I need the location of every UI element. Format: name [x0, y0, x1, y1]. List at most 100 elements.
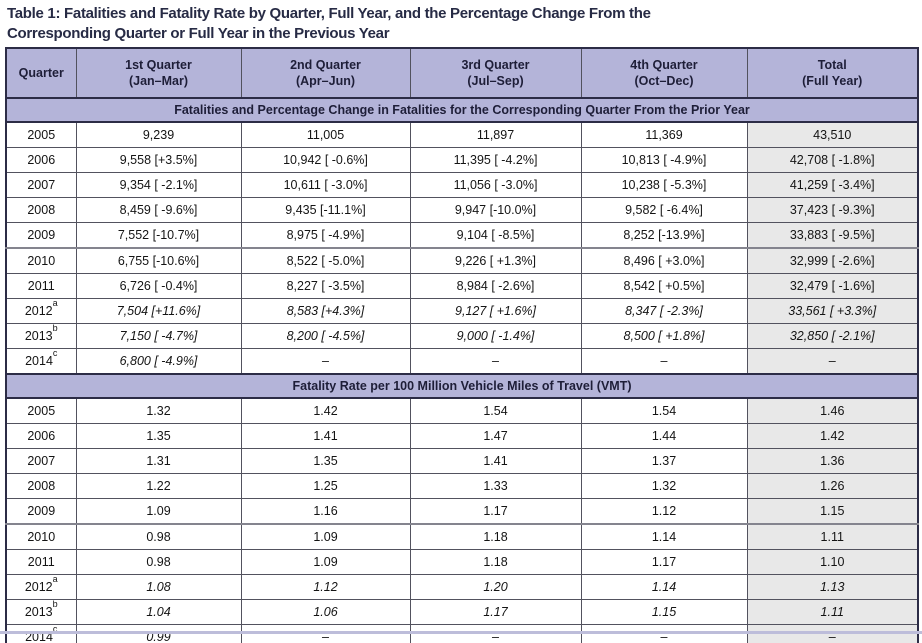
data-cell: 10,942 [ -0.6%] [240, 147, 411, 173]
year-cell: 2008 [5, 473, 77, 499]
data-cell: 42,708 [ -1.8%] [746, 147, 919, 173]
table-title: Table 1: Fatalities and Fatality Rate by… [0, 0, 922, 44]
data-cell: 9,000 [ -1.4%] [409, 323, 582, 349]
year-label: 2010 [27, 254, 56, 268]
data-cell: 9,239 [75, 121, 242, 148]
data-cell: 7,150 [ -4.7%] [75, 323, 242, 349]
data-cell: 1.17 [409, 599, 582, 625]
data-cell: 1.36 [746, 448, 919, 474]
data-cell: 9,354 [ -2.1%] [75, 172, 242, 198]
year-superscript: a [52, 574, 58, 584]
data-cell: 9,127 [ +1.6%] [409, 298, 582, 324]
year-cell: 2010 [5, 247, 77, 274]
data-cell: 1.22 [75, 473, 242, 499]
year-superscript: b [52, 323, 58, 333]
section-band-row: Fatalities and Percentage Change in Fata… [5, 97, 919, 123]
section-band-row: Fatality Rate per 100 Million Vehicle Mi… [5, 373, 919, 399]
data-cell: – [746, 348, 919, 375]
column-header-q2: 2nd Quarter (Apr–Jun) [240, 47, 411, 99]
table-row-2012: 2012a 1.08 1.12 1.20 1.14 1.13 [5, 574, 919, 600]
data-cell: 1.13 [746, 574, 919, 600]
data-cell: 1.10 [746, 549, 919, 575]
data-cell: 1.14 [580, 574, 748, 600]
section-band-label: Fatalities and Percentage Change in Fata… [5, 97, 919, 123]
year-cell: 2006 [5, 423, 77, 449]
year-superscript: b [52, 599, 58, 609]
data-cell: 11,395 [ -4.2%] [409, 147, 582, 173]
year-label: 2005 [27, 128, 56, 142]
year-cell: 2011 [5, 273, 77, 299]
data-cell: 11,005 [240, 121, 411, 148]
year-label: 2005 [27, 404, 56, 418]
data-cell: 1.04 [75, 599, 242, 625]
column-header-sublabel: (Jul–Sep) [467, 74, 524, 88]
data-cell: 7,504 [+11.6%] [75, 298, 242, 324]
table-row-2014: 2014c 6,800 [ -4.9%] – – – – [5, 348, 919, 375]
data-cell: 1.46 [746, 397, 919, 424]
year-label: 2011 [27, 279, 55, 293]
data-cell: 1.16 [240, 498, 411, 525]
column-header-sublabel: (Oct–Dec) [634, 74, 694, 88]
year-label: 2007 [27, 454, 56, 468]
year-cell: 2005 [5, 397, 77, 424]
year-superscript: c [52, 624, 58, 634]
bottom-divider-rule [0, 631, 922, 634]
data-cell: 8,459 [ -9.6%] [75, 197, 242, 223]
column-header-total: Total (Full Year) [746, 47, 919, 99]
data-cell: 1.09 [240, 523, 411, 550]
table-row-2008: 2008 8,459 [ -9.6%] 9,435 [-11.1%] 9,947 [-… [5, 197, 919, 223]
column-header-label: 2nd Quarter [290, 58, 361, 72]
data-cell: 8,496 [ +3.0%] [580, 247, 748, 274]
table-row-2011: 2011 0.98 1.09 1.18 1.17 1.10 [5, 549, 919, 575]
table-title-line1: Table 1: Fatalities and Fatality Rate by… [7, 5, 651, 22]
year-label: 2013 [24, 329, 53, 343]
year-cell: 2007 [5, 172, 77, 198]
data-cell: 1.32 [75, 397, 242, 424]
column-header-label: 1st Quarter [125, 58, 192, 72]
data-cell: 1.54 [409, 397, 582, 424]
year-cell: 2007 [5, 448, 77, 474]
column-header-label: Total [817, 58, 847, 72]
data-cell: 8,500 [ +1.8%] [580, 323, 748, 349]
table-row-2006: 2006 1.35 1.41 1.47 1.44 1.42 [5, 423, 919, 449]
data-cell: 8,227 [ -3.5%] [240, 273, 411, 299]
table-row-2013: 2013b 7,150 [ -4.7%] 8,200 [ -4.5%] 9,000 [… [5, 323, 919, 349]
year-cell: 2009 [5, 222, 77, 249]
table-row-2009: 2009 7,552 [-10.7%] 8,975 [ -4.9%] 9,104 [ … [5, 222, 919, 249]
data-cell: 43,510 [746, 121, 919, 148]
data-cell: 1.11 [746, 599, 919, 625]
year-label: 2007 [27, 178, 56, 192]
data-cell: 11,056 [ -3.0%] [409, 172, 582, 198]
data-cell: 1.41 [409, 448, 582, 474]
year-superscript: a [52, 298, 58, 308]
fatalities-table: Quarter 1st Quarter (Jan–Mar) 2nd Quarte… [5, 47, 919, 643]
column-header-quarter: Quarter [5, 47, 77, 99]
data-cell: 1.31 [75, 448, 242, 474]
year-cell: 2006 [5, 147, 77, 173]
data-cell: 1.15 [580, 599, 748, 625]
data-cell: 1.54 [580, 397, 748, 424]
year-cell: 2008 [5, 197, 77, 223]
year-cell: 2013b [5, 599, 77, 625]
data-cell: 1.17 [580, 549, 748, 575]
column-header-q1: 1st Quarter (Jan–Mar) [75, 47, 242, 99]
data-cell: 1.37 [580, 448, 748, 474]
year-cell: 2012a [5, 298, 77, 324]
column-header-sublabel: (Apr–Jun) [295, 74, 356, 88]
section-band-label: Fatality Rate per 100 Million Vehicle Mi… [5, 373, 919, 399]
year-cell: 2014c [5, 348, 77, 375]
section-band-fatalities: Fatalities and Percentage Change in Fata… [5, 97, 919, 123]
data-cell: 32,850 [ -2.1%] [746, 323, 919, 349]
data-cell: 9,104 [ -8.5%] [409, 222, 582, 249]
data-cell: 7,552 [-10.7%] [75, 222, 242, 249]
year-label: 2011 [27, 555, 55, 569]
column-header-label: 3rd Quarter [461, 58, 530, 72]
data-cell: 8,542 [ +0.5%] [580, 273, 748, 299]
data-cell: 1.12 [240, 574, 411, 600]
year-cell: 2012a [5, 574, 77, 600]
data-cell: 1.32 [580, 473, 748, 499]
data-cell: 0.98 [75, 523, 242, 550]
table-row-2005: 2005 1.32 1.42 1.54 1.54 1.46 [5, 397, 919, 424]
column-header-label: 4th Quarter [630, 58, 698, 72]
year-label: 2009 [27, 228, 56, 242]
